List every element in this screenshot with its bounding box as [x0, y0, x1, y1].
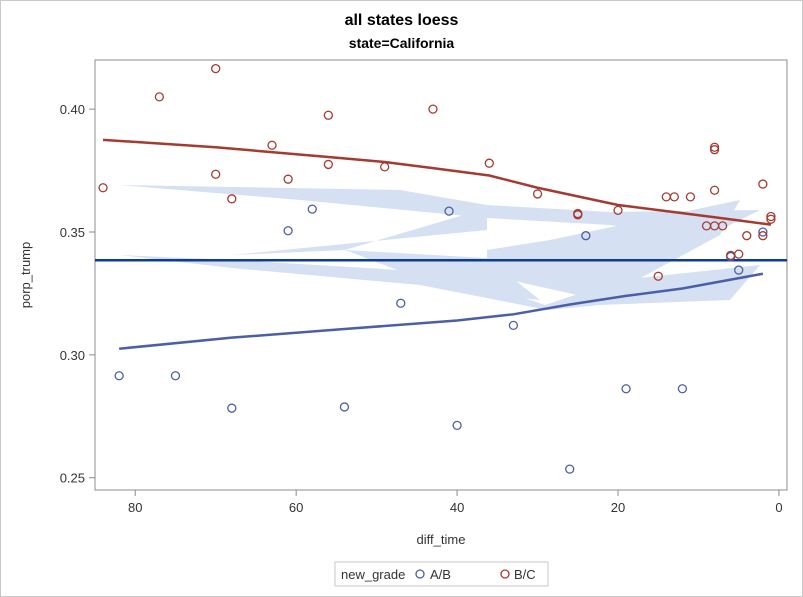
data-point-bc	[717, 221, 728, 231]
data-point-bc	[766, 214, 776, 224]
data-point-ab	[734, 265, 744, 275]
data-point-bc	[709, 142, 720, 152]
legend-box	[334, 561, 549, 587]
data-point-bc	[380, 162, 390, 172]
data-point-ab	[170, 371, 181, 381]
loess-line-ab	[119, 272, 764, 350]
data-point-bc	[211, 63, 221, 74]
plot-area	[94, 59, 788, 491]
data-point-bc	[766, 211, 776, 222]
data-point-ab	[581, 231, 591, 241]
data-point-bc	[742, 231, 752, 241]
band-shape	[120, 185, 760, 240]
y-tick-label: 0.35	[60, 225, 85, 240]
data-point-ab	[444, 206, 454, 216]
data-point-bc	[323, 110, 333, 120]
x-axis: 80 60 40 20 0	[128, 490, 783, 515]
legend-label-ab: A/B	[430, 567, 451, 582]
loess-line-bc	[102, 138, 772, 226]
chart-title: all states loess	[344, 12, 459, 29]
data-point-bc	[734, 249, 744, 259]
data-point-ab	[339, 402, 350, 412]
data-point-bc	[613, 205, 623, 216]
data-point-bc	[227, 194, 237, 204]
data-point-bc	[661, 192, 671, 202]
data-point-ab	[452, 420, 462, 431]
data-point-bc	[758, 231, 768, 241]
data-point-ab	[227, 403, 237, 413]
legend-label-bc: B/C	[514, 567, 536, 582]
y-tick-label: 0.30	[60, 348, 85, 363]
legend-marker-bc	[500, 569, 510, 579]
band-shape	[232, 200, 740, 300]
scatter-points	[98, 63, 776, 474]
y-tick-label: 0.40	[60, 102, 85, 117]
data-point-bc	[283, 174, 293, 184]
data-point-bc	[653, 271, 663, 281]
data-point-bc	[98, 183, 108, 193]
data-point-bc	[709, 145, 720, 155]
x-tick-label: 80	[128, 500, 142, 515]
data-point-ab	[283, 226, 293, 236]
data-point-bc	[323, 159, 333, 170]
x-tick-label: 60	[289, 500, 303, 515]
data-point-bc	[154, 92, 165, 102]
data-point-bc	[685, 192, 696, 202]
data-point-bc	[573, 210, 583, 220]
data-point-ab	[114, 371, 124, 381]
data-point-ab	[758, 227, 768, 237]
data-point-bc	[758, 179, 768, 189]
y-axis: 0.25 0.30 0.35 0.40	[60, 102, 95, 486]
data-point-bc	[484, 158, 494, 168]
data-point-bc	[532, 189, 543, 199]
band-shape	[345, 250, 540, 300]
data-point-ab	[565, 464, 575, 474]
x-tick-label: 40	[450, 500, 464, 515]
data-point-bc	[428, 104, 438, 114]
data-point-ab	[307, 204, 317, 214]
chart-subtitle: state=California	[348, 35, 455, 51]
data-point-bc	[211, 169, 221, 179]
band-artifacts	[120, 185, 760, 310]
data-point-ab	[396, 298, 406, 308]
data-point-bc	[669, 192, 679, 202]
legend-title: new_grade	[341, 567, 405, 582]
data-point-ab	[621, 384, 631, 394]
legend: new_grade A/B B/C	[334, 561, 549, 587]
legend-marker-ab	[415, 569, 425, 579]
y-tick-label: 0.25	[60, 471, 85, 486]
data-point-ab	[677, 384, 688, 394]
y-axis-label: porp_trump	[18, 242, 33, 308]
data-point-bc	[709, 185, 720, 195]
data-point-ab	[508, 320, 519, 331]
x-tick-label: 20	[611, 500, 625, 515]
x-tick-label: 0	[775, 500, 782, 515]
data-point-bc	[267, 140, 277, 150]
x-axis-label: diff_time	[417, 532, 466, 547]
